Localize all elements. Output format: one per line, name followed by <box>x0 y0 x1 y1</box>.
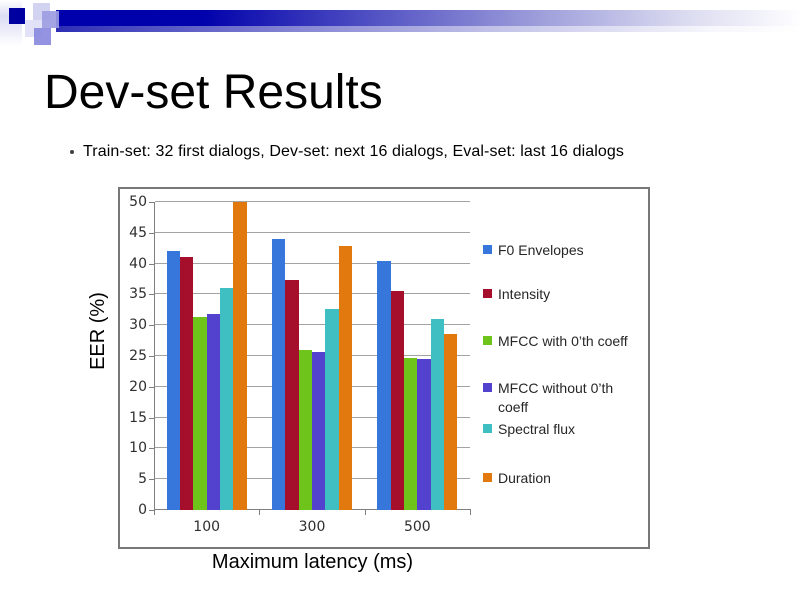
y-tick-label: 30 <box>129 317 147 334</box>
legend-label: MFCC with 0’th coeff <box>498 333 628 349</box>
legend-label: Spectral flux <box>498 421 576 437</box>
bar <box>312 351 326 510</box>
y-tick-label: 0 <box>138 502 147 518</box>
x-axis-tick <box>154 510 155 515</box>
gridline <box>155 324 470 326</box>
y-axis-tick <box>149 294 154 296</box>
bar <box>298 349 312 510</box>
y-tick-label: 10 <box>129 440 147 457</box>
bar <box>430 319 444 510</box>
bar <box>417 359 431 510</box>
bullet-icon <box>70 150 74 154</box>
y-tick-label: 45 <box>129 224 147 241</box>
y-axis-tick <box>149 417 154 419</box>
y-axis-tick <box>149 479 154 481</box>
bar <box>206 313 220 510</box>
y-tick-label: 25 <box>129 348 147 364</box>
bar <box>338 246 352 510</box>
slide-title: Dev-set Results <box>44 66 383 119</box>
x-axis-tick <box>259 510 261 515</box>
legend-item: MFCC without 0’th coeff <box>483 379 635 417</box>
header-bar <box>56 10 800 26</box>
y-tick-label: 35 <box>129 286 147 303</box>
gridline <box>155 201 470 202</box>
legend-item: Intensity <box>483 285 635 304</box>
gridline <box>155 262 470 264</box>
y-axis-title: EER (%) <box>86 292 109 370</box>
y-axis-tick <box>149 448 154 450</box>
legend-item: Duration <box>483 469 635 488</box>
y-tick-label: 20 <box>129 378 147 395</box>
legend-swatch <box>483 336 492 345</box>
bar <box>404 357 418 510</box>
gridline <box>155 293 470 295</box>
bar <box>377 261 391 510</box>
legend-label: Intensity <box>498 286 551 302</box>
deco-square-navy <box>9 8 25 24</box>
legend-swatch <box>483 289 492 298</box>
x-axis-tick <box>470 510 471 515</box>
bar <box>166 250 180 510</box>
legend-label: Duration <box>498 470 551 486</box>
y-tick-label: 50 <box>129 194 147 210</box>
y-axis-tick <box>149 202 154 203</box>
x-tick-label: 500 <box>403 519 431 535</box>
x-tick-label: 100 <box>193 519 221 535</box>
bar <box>325 309 339 510</box>
deco-square-mid-bottom <box>34 28 51 45</box>
legend-label: MFCC without 0’th coeff <box>498 380 614 415</box>
bar <box>180 257 194 510</box>
chart: F0 Envelopes Intensity MFCC with 0’th coef… <box>118 187 650 549</box>
y-axis-tick <box>149 232 154 234</box>
gridline <box>155 231 470 233</box>
y-axis-tick <box>149 356 154 357</box>
bar <box>233 202 247 510</box>
legend-item: F0 Envelopes <box>483 241 635 260</box>
legend-swatch <box>483 245 492 254</box>
x-tick-label: 300 <box>298 519 326 535</box>
bar <box>272 238 286 510</box>
bar <box>443 334 458 510</box>
y-axis-tick <box>149 510 154 511</box>
x-axis-tick <box>364 510 366 515</box>
bar <box>193 317 207 510</box>
legend-item: MFCC with 0’th coeff <box>483 332 635 351</box>
legend-item: Spectral flux <box>483 420 635 439</box>
bar <box>390 291 404 510</box>
x-axis-title: Maximum latency (ms) <box>211 551 414 573</box>
legend-label: F0 Envelopes <box>498 242 584 258</box>
y-tick-label: 15 <box>129 409 147 426</box>
y-axis-tick <box>149 263 154 265</box>
legend-swatch <box>483 473 492 482</box>
legend-swatch <box>483 383 492 392</box>
plot-area <box>154 201 471 510</box>
deco-square-mid-right <box>42 11 59 28</box>
y-axis-line <box>154 202 155 510</box>
bullet-item: Train-set: 32 first dialogs, Dev-set: ne… <box>70 143 624 161</box>
y-tick-label: 5 <box>138 471 147 488</box>
bar <box>219 287 234 510</box>
bar <box>285 279 299 510</box>
header-subbar <box>56 26 800 32</box>
y-axis-tick <box>149 325 154 327</box>
y-axis-tick <box>149 386 154 388</box>
legend-swatch <box>483 424 492 433</box>
y-tick-label: 40 <box>129 255 147 272</box>
bullet-text: Train-set: 32 first dialogs, Dev-set: ne… <box>83 143 624 160</box>
